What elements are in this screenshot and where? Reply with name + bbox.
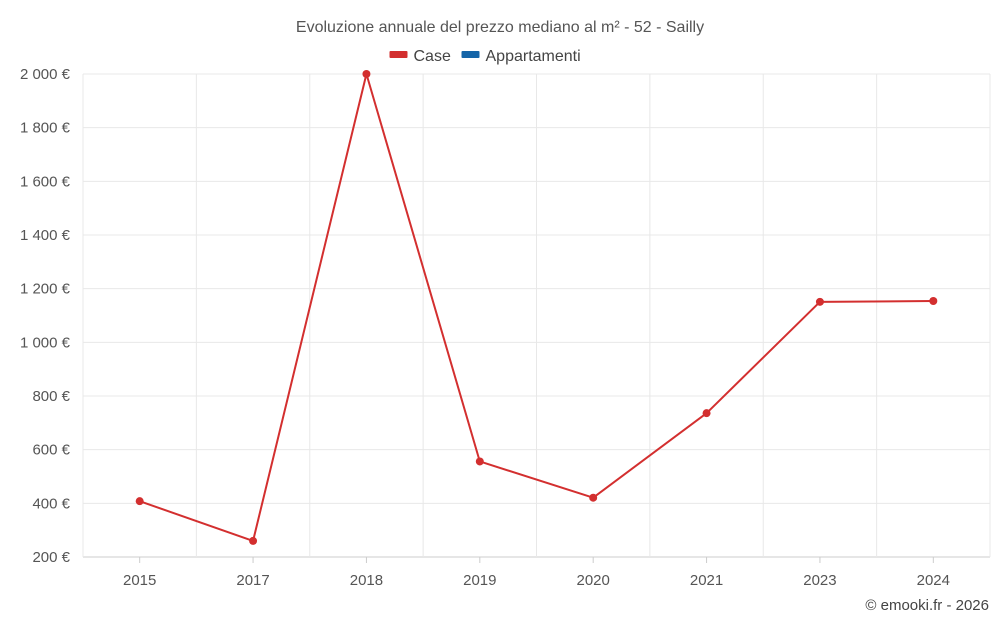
- y-axis: 200 € 400 € 600 € 800 € 1 000 € 1 200 € 1 400 …: [20, 66, 71, 566]
- x-tick-label: 2015: [123, 572, 156, 589]
- y-tick-label: 1 000 €: [20, 334, 71, 351]
- chart-series: [135, 70, 938, 545]
- x-tick-label: 2018: [350, 572, 383, 589]
- chart-title: Evoluzione annuale del prezzo mediano al…: [296, 19, 704, 36]
- data-point-case: [475, 457, 484, 466]
- data-point-case: [815, 297, 824, 306]
- data-point-case: [135, 497, 144, 506]
- chart-grid: [82, 73, 991, 558]
- legend-swatch-appartamenti: [461, 51, 480, 58]
- x-axis: 2015 2017 2018 2019 2020 2021 2023 2024: [123, 557, 950, 589]
- x-tick-label: 2024: [917, 572, 950, 589]
- y-tick-label: 800 €: [32, 388, 70, 405]
- x-tick-label: 2020: [577, 572, 610, 589]
- legend-label-appartamenti: Appartamenti: [486, 48, 581, 65]
- x-tick-label: 2017: [236, 572, 269, 589]
- chart-credit: © emooki.fr - 2026: [865, 597, 989, 614]
- y-tick-label: 1 200 €: [20, 281, 71, 298]
- data-point-case: [362, 70, 371, 78]
- data-point-case: [589, 493, 598, 502]
- data-point-case: [929, 297, 938, 306]
- y-tick-label: 400 €: [32, 495, 70, 512]
- y-tick-label: 1 800 €: [20, 120, 71, 137]
- x-tick-label: 2019: [463, 572, 496, 589]
- x-tick-label: 2023: [803, 572, 836, 589]
- series-line-case: [139, 73, 934, 542]
- legend-label-case: Case: [414, 48, 451, 65]
- y-tick-label: 2 000 €: [20, 66, 71, 83]
- y-tick-label: 600 €: [32, 442, 70, 459]
- data-point-case: [702, 409, 711, 418]
- y-tick-label: 1 600 €: [20, 173, 71, 190]
- y-tick-label: 1 400 €: [20, 227, 71, 244]
- data-point-case: [249, 536, 258, 545]
- x-tick-label: 2021: [690, 572, 723, 589]
- chart-legend: Case Appartamenti: [389, 48, 581, 65]
- legend-swatch-case: [389, 51, 408, 58]
- y-tick-label: 200 €: [32, 549, 70, 566]
